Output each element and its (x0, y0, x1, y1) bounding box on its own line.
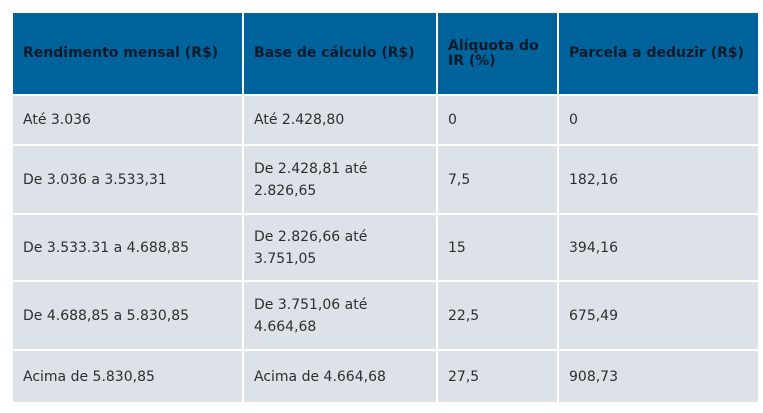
cell-rendimento: De 4.688,85 a 5.830,85 (13, 282, 242, 349)
cell-parcela: 394,16 (559, 215, 758, 280)
cell-base-calculo: De 2.428,81 até 2.826,65 (244, 146, 436, 213)
cell-aliquota: 15 (438, 215, 557, 280)
cell-base-calculo: Acima de 4.664,68 (244, 351, 436, 402)
header-rendimento-mensal: Rendimento mensal (R$) (13, 13, 242, 94)
cell-base-calculo: De 3.751,06 até 4.664,68 (244, 282, 436, 349)
cell-aliquota: 0 (438, 96, 557, 144)
cell-rendimento: De 3.533.31 a 4.688,85 (13, 215, 242, 280)
header-base-calculo: Base de cálculo (R$) (244, 13, 436, 94)
tax-table: Rendimento mensal (R$) Base de cálculo (… (13, 13, 758, 406)
cell-base-calculo: Até 2.428,80 (244, 96, 436, 144)
header-aliquota: Alíquota do IR (%) (438, 13, 557, 94)
cell-parcela: 182,16 (559, 146, 758, 213)
cell-aliquota: 22,5 (438, 282, 557, 349)
cell-aliquota: 27,5 (438, 351, 557, 402)
cell-rendimento: Até 3.036 (13, 96, 242, 144)
cell-parcela: 0 (559, 96, 758, 144)
cell-rendimento: De 3.036 a 3.533,31 (13, 146, 242, 213)
cell-base-calculo: De 2.826,66 até 3.751,05 (244, 215, 436, 280)
cell-parcela: 908,73 (559, 351, 758, 402)
cell-parcela: 675,49 (559, 282, 758, 349)
header-parcela-deduzir: Parcela a deduzir (R$) (559, 13, 758, 94)
cell-rendimento: Acima de 5.830,85 (13, 351, 242, 402)
cell-aliquota: 7,5 (438, 146, 557, 213)
